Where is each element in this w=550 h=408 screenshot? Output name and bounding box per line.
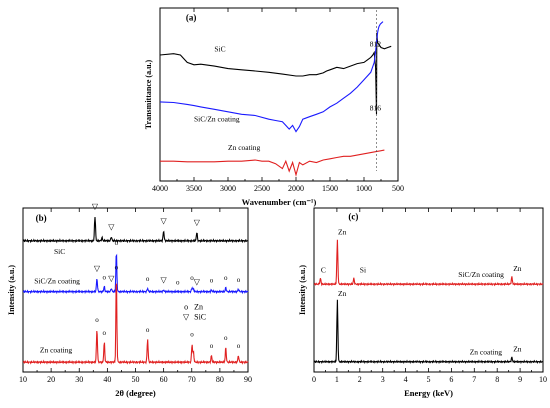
series-zn-coating xyxy=(22,282,249,365)
y-axis-label: Transmittance (a.u.) xyxy=(144,59,153,129)
peak-marker: o xyxy=(237,342,241,350)
x-tick-label: 60 xyxy=(160,375,168,384)
peak-marker: o xyxy=(103,329,107,337)
x-tick-label: 4000 xyxy=(152,184,168,193)
annotation: Zn xyxy=(513,264,522,273)
annotation: C xyxy=(321,265,326,274)
x-tick-label: 4 xyxy=(404,375,408,384)
peak-marker: o xyxy=(103,273,107,281)
y-axis-label: Intensity (a.u.) xyxy=(298,265,307,315)
peak-marker: o xyxy=(224,274,228,282)
legend-label: SiC xyxy=(194,313,206,322)
peak-marker: o xyxy=(210,342,214,350)
x-tick-label: 30 xyxy=(75,375,83,384)
series-sic-zn-coating xyxy=(22,253,249,295)
annotation: Zn xyxy=(513,345,522,354)
x-tick-label: 2 xyxy=(358,375,362,384)
x-tick-label: 3500 xyxy=(186,184,202,193)
peak-marker: o xyxy=(146,326,150,334)
x-tick-label: 1500 xyxy=(322,184,338,193)
peak-marker: ▽ xyxy=(194,218,201,227)
x-tick-label: 90 xyxy=(244,375,252,384)
x-tick-label: 0 xyxy=(312,375,316,384)
peak-marker: o xyxy=(115,239,119,247)
peak-marker: o xyxy=(146,275,150,283)
x-tick-label: 7 xyxy=(472,375,476,384)
x-tick-label: 70 xyxy=(188,375,196,384)
x-axis-label: Energy (keV) xyxy=(404,388,453,398)
x-tick-label: 10 xyxy=(539,375,547,384)
annotation: SiC/Zn coating xyxy=(34,276,80,285)
x-tick-label: 2000 xyxy=(288,184,304,193)
peak-marker: o xyxy=(237,276,241,284)
x-tick-label: 3 xyxy=(381,375,385,384)
x-tick-label: 5 xyxy=(427,375,431,384)
annotation: Zn coating xyxy=(470,347,503,356)
peak-marker: o xyxy=(190,274,194,282)
panel-label: (b) xyxy=(36,213,47,223)
series-zn-coating xyxy=(160,149,385,177)
peak-marker: ▽ xyxy=(92,202,99,211)
x-tick-label: 20 xyxy=(47,375,55,384)
chart-panel-c: 0 1 2 3 4 5 6 7 8 9 10 Energy (keV) Intensity (a.u.)… xyxy=(298,207,547,398)
series-sic xyxy=(159,32,392,115)
x-tick-label: 500 xyxy=(392,184,404,193)
x-tick-label: 80 xyxy=(216,375,224,384)
peak-marker: ▽ xyxy=(94,264,101,273)
x-tick-label: 1000 xyxy=(356,184,372,193)
annotation: Si xyxy=(360,265,366,274)
x-tick-label: 40 xyxy=(103,375,111,384)
panel-label: (c) xyxy=(348,212,358,222)
panel-label: (a) xyxy=(186,12,197,22)
peak-marker: ▽ xyxy=(161,276,168,285)
peak-marker: ▽ xyxy=(108,222,115,231)
annotation: Zn xyxy=(338,227,347,236)
chart-panel-b: 10 20 30 40 50 60 70 80 90 2θ (degree) Intensity (… xyxy=(7,202,252,398)
legend-symbol: ▽ xyxy=(183,313,190,322)
x-tick-label: 6 xyxy=(449,375,453,384)
x-tick-label: 9 xyxy=(518,375,522,384)
annotation: 812 xyxy=(370,39,382,48)
peak-marker: o xyxy=(190,331,194,339)
x-tick-label: 3000 xyxy=(220,184,236,193)
legend-symbol: o xyxy=(184,303,188,312)
annotation: Zn xyxy=(338,289,347,298)
x-tick-label: 2500 xyxy=(254,184,270,193)
plot-frame xyxy=(159,7,399,182)
peak-marker: ▽ xyxy=(161,217,168,226)
peak-marker: o xyxy=(115,264,119,272)
x-tick-label: 50 xyxy=(132,375,140,384)
peak-marker: ▽ xyxy=(194,277,201,286)
legend-label: Zn xyxy=(194,303,203,312)
peak-marker: o xyxy=(224,334,228,342)
annotation: SiC/Zn coating xyxy=(194,115,240,124)
annotation: Zn coating xyxy=(228,143,261,152)
x-axis-label: 2θ (degree) xyxy=(115,388,156,398)
peak-marker: o xyxy=(176,278,180,286)
x-axis-label: Wavenumber (cm⁻¹) xyxy=(242,197,317,207)
series-sic-zn-coating xyxy=(313,239,544,287)
annotation: SiC/Zn coating xyxy=(458,270,504,279)
series-zn-coating xyxy=(313,299,544,365)
peak-marker: o xyxy=(210,277,214,285)
annotation: 816 xyxy=(370,104,382,113)
series-sic xyxy=(22,216,249,244)
annotation: SiC xyxy=(54,247,65,256)
chart-panel-a: 4000 3500 3000 2500 2000 1500 1000 500 Wavenumbe… xyxy=(144,7,404,207)
x-tick-label: 1 xyxy=(335,375,339,384)
y-axis-label: Intensity (a.u.) xyxy=(7,265,16,315)
peak-marker: o xyxy=(95,316,99,324)
peak-marker: ▽ xyxy=(108,274,115,283)
plot-frame xyxy=(313,207,544,373)
x-tick-label: 10 xyxy=(19,375,27,384)
x-tick-label: 8 xyxy=(495,375,499,384)
annotation: Zn coating xyxy=(40,345,73,354)
annotation: SiC xyxy=(214,44,225,53)
